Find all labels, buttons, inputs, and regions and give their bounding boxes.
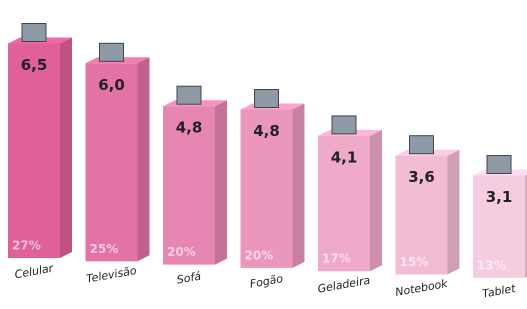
category-label: Sofá (176, 270, 202, 287)
share-label: 20% (167, 245, 196, 259)
bar-side (448, 150, 460, 275)
share-label: 13% (477, 258, 506, 272)
category-label: Tablet (481, 282, 517, 301)
bar-side (370, 130, 382, 271)
bar-side (293, 104, 305, 268)
chart: 6,5 27% Celular 6,0 25% Televisão 4,8 20% Sofá 4,… (0, 0, 527, 309)
bar-side (215, 100, 227, 264)
value-label: 4,1 (331, 148, 358, 166)
share-label: 27% (12, 239, 41, 253)
category-label: Fogão (249, 272, 285, 291)
category-label: Celular (14, 261, 56, 281)
icon (100, 43, 124, 61)
value-label: 3,6 (408, 168, 435, 186)
icon (332, 116, 356, 134)
bar-side (60, 38, 72, 259)
category-label: Televisão (85, 264, 137, 286)
value-label: 6,5 (21, 56, 48, 74)
icon (410, 136, 434, 154)
value-label: 4,8 (176, 119, 203, 137)
value-label: 3,1 (486, 188, 513, 206)
icon (177, 86, 201, 104)
icon (255, 90, 279, 108)
bar (8, 44, 60, 259)
bar-side (138, 57, 150, 261)
value-label: 4,8 (253, 122, 280, 140)
icon (487, 156, 511, 174)
category-label: Notebook (394, 277, 449, 299)
icon (22, 24, 46, 42)
share-label: 20% (245, 248, 274, 262)
share-label: 15% (400, 255, 429, 269)
share-label: 25% (90, 242, 119, 256)
value-label: 6,0 (98, 76, 125, 94)
category-label: Geladeira (317, 274, 372, 296)
share-label: 17% (322, 252, 351, 266)
